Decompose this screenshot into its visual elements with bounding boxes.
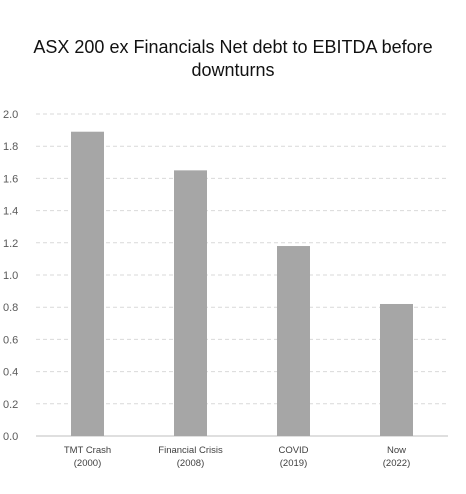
y-tick-label: 1.4 (3, 206, 18, 218)
x-tick-label: TMT Crash (64, 445, 111, 456)
chart-title-line-2: downturns (191, 60, 275, 80)
bar (174, 170, 207, 436)
y-tick-label: 0.4 (3, 367, 18, 379)
x-tick-label: COVID (278, 445, 308, 456)
y-tick-label: 0.0 (3, 431, 18, 443)
bar (380, 303, 413, 436)
x-tick-label: (2019) (280, 458, 307, 469)
bar (71, 131, 104, 436)
chart-title-line-1: ASX 200 ex Financials Net debt to EBITDA… (33, 37, 433, 57)
y-tick-label: 1.0 (3, 270, 18, 282)
y-tick-label: 0.8 (3, 302, 18, 314)
y-tick-label: 2.0 (3, 109, 18, 121)
x-tick-label: (2000) (74, 458, 101, 469)
chart-title: ASX 200 ex Financials Net debt to EBITDA… (0, 36, 466, 82)
x-tick-label: Financial Crisis (158, 445, 223, 456)
y-tick-label: 0.6 (3, 334, 18, 346)
x-tick-label: (2022) (383, 458, 410, 469)
x-tick-label: (2008) (177, 458, 204, 469)
x-tick-label: Now (387, 445, 406, 456)
y-tick-label: 0.2 (3, 399, 18, 411)
y-tick-label: 1.8 (3, 141, 18, 153)
bar (277, 246, 310, 436)
y-tick-label: 1.2 (3, 238, 18, 250)
y-tick-label: 1.6 (3, 173, 18, 185)
